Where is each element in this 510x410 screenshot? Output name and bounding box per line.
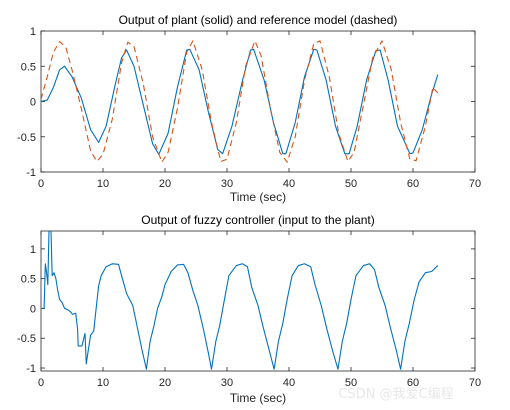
x-tick-label: 10: [97, 377, 109, 389]
y-tick-label: -1: [26, 167, 36, 179]
x-tick-label: 70: [469, 178, 481, 190]
y-tick-label: -0.5: [17, 132, 36, 144]
x-tick-label: 50: [345, 178, 357, 190]
chart-title: Output of plant (solid) and reference mo…: [119, 13, 398, 27]
x-tick-label: 0: [38, 178, 44, 190]
series-line-solid: [41, 48, 439, 155]
plot-bottom: Output of fuzzy controller (input to the…: [17, 213, 481, 405]
y-tick-label: 1: [30, 244, 36, 256]
axes-box: [40, 230, 476, 372]
series-line-solid: [41, 231, 439, 370]
y-tick-label: -1: [26, 363, 36, 375]
x-tick-label: 30: [221, 178, 233, 190]
y-tick-label: 0: [30, 97, 36, 109]
plot-top: Output of plant (solid) and reference mo…: [17, 13, 481, 204]
x-axis-label: Time (sec): [230, 391, 286, 405]
x-tick-label: 20: [159, 178, 171, 190]
x-tick-label: 60: [407, 377, 419, 389]
axes-box: [40, 30, 476, 173]
x-tick-label: 40: [283, 178, 295, 190]
series-line-dashed: [41, 40, 439, 163]
x-tick-label: 50: [345, 377, 357, 389]
x-tick-label: 40: [283, 377, 295, 389]
x-tick-label: 70: [469, 377, 481, 389]
x-tick-label: 10: [97, 178, 109, 190]
y-tick-label: -0.5: [17, 333, 36, 345]
y-tick-label: 0.5: [21, 274, 36, 286]
watermark: CSDN @我爱C编程: [338, 387, 453, 402]
x-tick-label: 0: [38, 377, 44, 389]
y-tick-label: 0.5: [21, 61, 36, 73]
y-tick-label: 0: [30, 303, 36, 315]
y-tick-label: 1: [30, 26, 36, 38]
x-tick-label: 20: [159, 377, 171, 389]
chart-title: Output of fuzzy controller (input to the…: [141, 213, 374, 227]
x-tick-label: 30: [221, 377, 233, 389]
x-axis-label: Time (sec): [230, 190, 286, 204]
x-tick-label: 60: [407, 178, 419, 190]
